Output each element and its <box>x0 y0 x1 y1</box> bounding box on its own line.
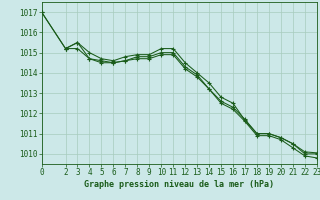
X-axis label: Graphe pression niveau de la mer (hPa): Graphe pression niveau de la mer (hPa) <box>84 180 274 189</box>
